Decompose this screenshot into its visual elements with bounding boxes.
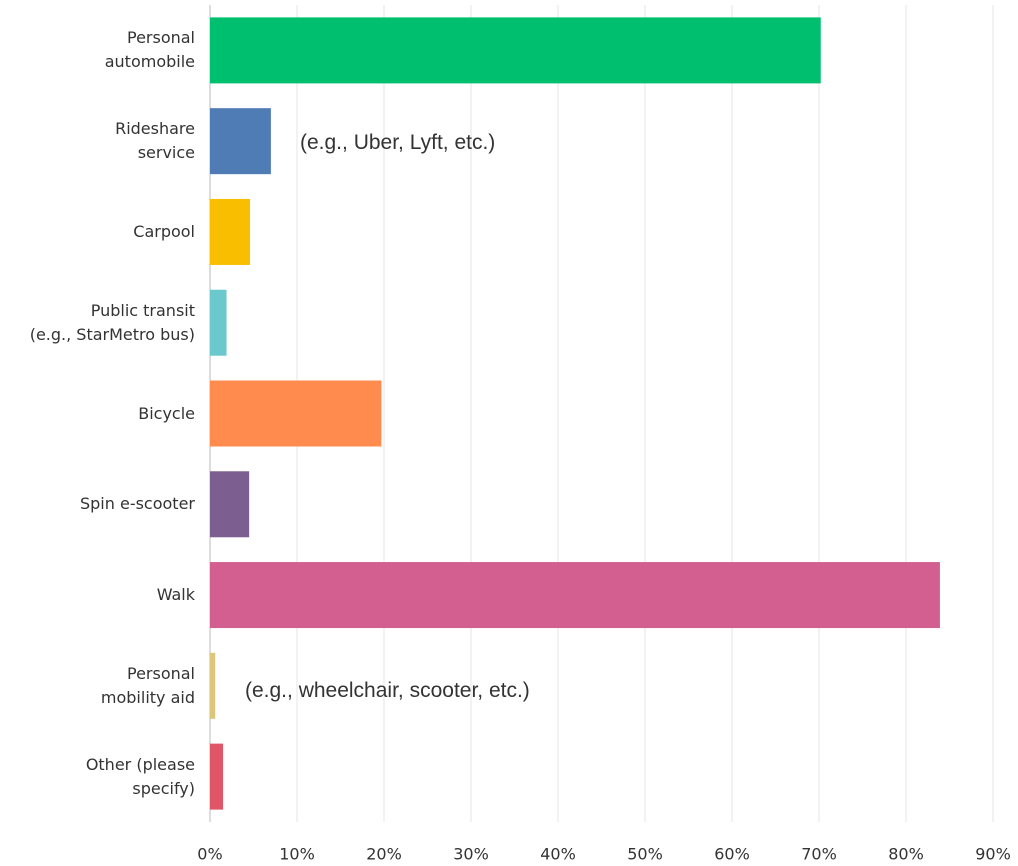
category-label: Rideshare service — [115, 119, 195, 163]
bar — [210, 380, 382, 447]
category-label: Bicycle — [138, 403, 195, 423]
annotation: (e.g., wheelchair, scooter, etc.) — [245, 679, 530, 702]
x-tick-label: 10% — [279, 845, 315, 864]
bar — [210, 17, 821, 84]
annotation: (e.g., Uber, Lyft, etc.) — [300, 131, 496, 154]
category-label: Walk — [156, 585, 195, 605]
bar — [210, 652, 216, 719]
x-tick-label: 90% — [975, 845, 1011, 864]
x-tick-label: 80% — [888, 845, 924, 864]
x-tick-label: 30% — [453, 845, 489, 864]
category-label: Public transit (e.g., StarMetro bus) — [29, 300, 195, 344]
category-label: Personal automobile — [104, 28, 195, 72]
bar — [210, 743, 224, 810]
x-tick-label: 0% — [197, 845, 222, 864]
x-tick-label: 60% — [714, 845, 750, 864]
x-tick-label: 70% — [801, 845, 837, 864]
bar — [210, 289, 227, 356]
category-label: Spin e-scooter — [79, 494, 195, 514]
bar — [210, 198, 251, 265]
bar — [210, 108, 271, 175]
x-tick-label: 20% — [366, 845, 402, 864]
x-tick-label: 40% — [540, 845, 576, 864]
category-label: Personal mobility aid — [100, 663, 195, 707]
x-tick-label: 50% — [627, 845, 663, 864]
bar — [210, 471, 250, 538]
bar — [210, 562, 940, 629]
category-label: Other (please specify) — [85, 754, 195, 798]
category-label: Carpool — [133, 221, 195, 241]
